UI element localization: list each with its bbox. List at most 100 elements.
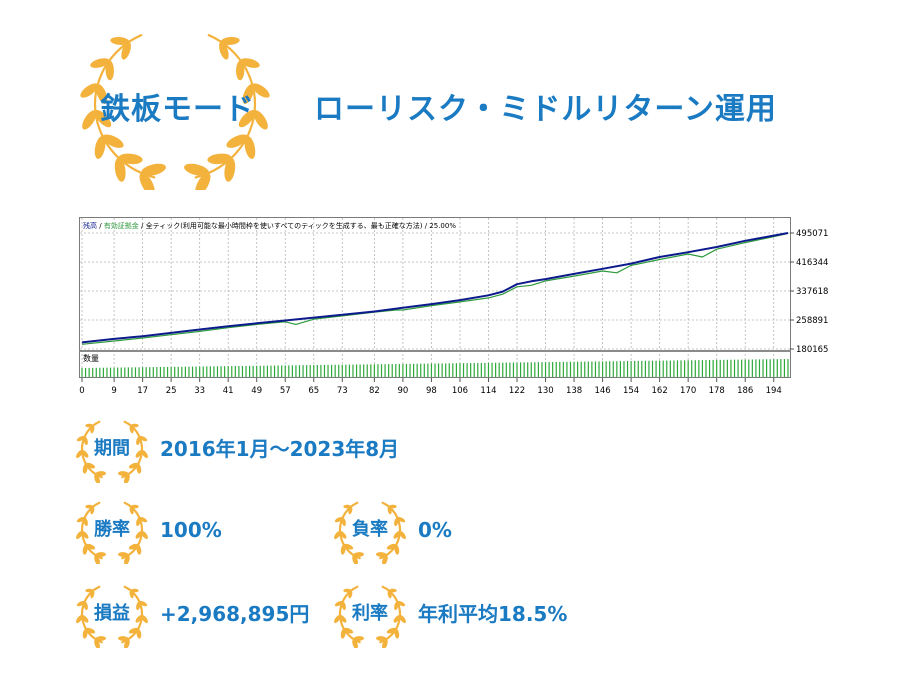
laurel-leaf (85, 543, 96, 550)
laurel-leaf (348, 590, 353, 599)
stat-win-rate-value: 100% (160, 518, 222, 542)
laurel-leaf (341, 601, 346, 611)
laurel-leaf (83, 601, 88, 611)
laurel-stem (80, 585, 103, 644)
laurel-leaf (184, 163, 209, 176)
laurel-leaf (388, 588, 397, 593)
x-tick-label: 146 (594, 386, 610, 396)
laurel-leaf (139, 435, 148, 442)
laurel-leaf (136, 601, 141, 611)
laurel-leaf (139, 172, 155, 190)
x-tick-label: 106 (452, 386, 468, 396)
laurel-leaf (83, 436, 88, 446)
stat-period-value: 2016年1月〜2023年8月 (160, 437, 400, 461)
laurel-leaf (82, 628, 88, 639)
x-tick-label: 130 (537, 386, 553, 396)
laurel-right-branch (117, 585, 148, 648)
series-equity-line (81, 232, 789, 345)
laurel-leaf (334, 516, 343, 523)
laurel-leaf (83, 517, 88, 527)
x-tick-label: 178 (709, 386, 725, 396)
laurel-leaf (85, 504, 94, 509)
laurel-leaf (334, 531, 341, 540)
laurel-leaf (226, 134, 248, 148)
laurel-stem (338, 585, 361, 644)
laurel-leaf (375, 552, 387, 558)
laurel-leaf (397, 600, 406, 607)
laurel-leaf (207, 153, 232, 165)
laurel-leaf (95, 552, 107, 558)
laurel-leaf (334, 615, 341, 624)
series-balance-line (81, 232, 789, 344)
laurel-leaf (124, 554, 130, 564)
laurel-leaf (343, 543, 354, 550)
legend-separator: / (97, 222, 104, 230)
stat-win-rate-label: 勝率 (94, 519, 130, 540)
laurel-leaf (95, 471, 107, 477)
laurel-leaf (110, 36, 130, 46)
laurel-leaf (90, 425, 95, 434)
tagline: ローリスク・ミドルリターン運用 (314, 92, 777, 127)
laurel-leaf (388, 504, 397, 509)
laurel-left-branch (334, 501, 365, 564)
legend-entry: 25.00% (429, 222, 456, 230)
y-tick-label: 2588916 (796, 316, 829, 326)
laurel-leaf (129, 425, 134, 434)
laurel-stem (121, 420, 144, 479)
legend-separator: / (422, 222, 429, 230)
x-tick-label: 41 (223, 386, 234, 396)
laurel-leaf (397, 516, 406, 523)
laurel-leaf (136, 628, 142, 639)
laurel-leaf (251, 83, 270, 98)
laurel-wreath-icon (80, 34, 270, 190)
laurel-leaf (141, 615, 148, 624)
laurel-leaf (224, 157, 236, 182)
laurel-leaf (393, 531, 401, 539)
laurel-leaf (117, 552, 129, 558)
laurel-leaf (95, 636, 107, 642)
laurel-leaf (393, 615, 401, 623)
laurel-leaf (90, 506, 95, 515)
x-tick-label: 114 (480, 386, 496, 396)
laurel-leaf (135, 615, 143, 623)
laurel-leaf (76, 435, 85, 442)
laurel-leaf (129, 590, 134, 599)
laurel-leaf (352, 554, 358, 564)
stat-profit-label: 損益 (94, 603, 130, 624)
laurel-leaf (340, 544, 346, 555)
laurel-leaf (399, 615, 406, 624)
laurel-stem (379, 585, 402, 644)
laurel-right-branch (375, 501, 406, 564)
laurel-leaf (128, 462, 139, 469)
laurel-leaf (242, 84, 255, 104)
laurel-leaf (236, 60, 245, 81)
laurel-right-branch (375, 585, 406, 648)
laurel-leaf (81, 531, 89, 539)
laurel-leaf (117, 471, 129, 477)
laurel-leaf (105, 60, 114, 81)
laurel-stem (121, 501, 144, 560)
laurel-leaf (382, 638, 388, 648)
laurel-leaf (128, 543, 139, 550)
laurel-right-branch (117, 420, 148, 483)
laurel-leaf (341, 517, 346, 527)
laurel-leaf (136, 517, 141, 527)
laurel-leaf (244, 136, 256, 159)
laurel-leaf (118, 153, 143, 165)
laurel-stem (379, 501, 402, 560)
x-tick-label: 0 (79, 386, 84, 396)
laurel-leaf (124, 473, 130, 483)
laurel-icon (334, 585, 406, 648)
laurel-left-branch (76, 420, 107, 483)
laurel-leaf (348, 506, 353, 515)
laurel-leaf (90, 590, 95, 599)
laurel-leaf (130, 423, 139, 428)
x-tick-label: 138 (566, 386, 582, 396)
stat-loss-rate-label: 負率 (352, 519, 388, 540)
laurel-leaf (343, 504, 352, 509)
laurel-leaf (102, 134, 124, 148)
stat-return-rate-label: 利率 (352, 603, 388, 624)
y-tick-label: 1801651 (796, 345, 829, 355)
equity-chart: 数量 残高 / 有効証拠金 / 全ティック(利用可能な最小時間枠を使いすべてのテ… (79, 217, 829, 401)
laurel-icon (76, 420, 148, 483)
